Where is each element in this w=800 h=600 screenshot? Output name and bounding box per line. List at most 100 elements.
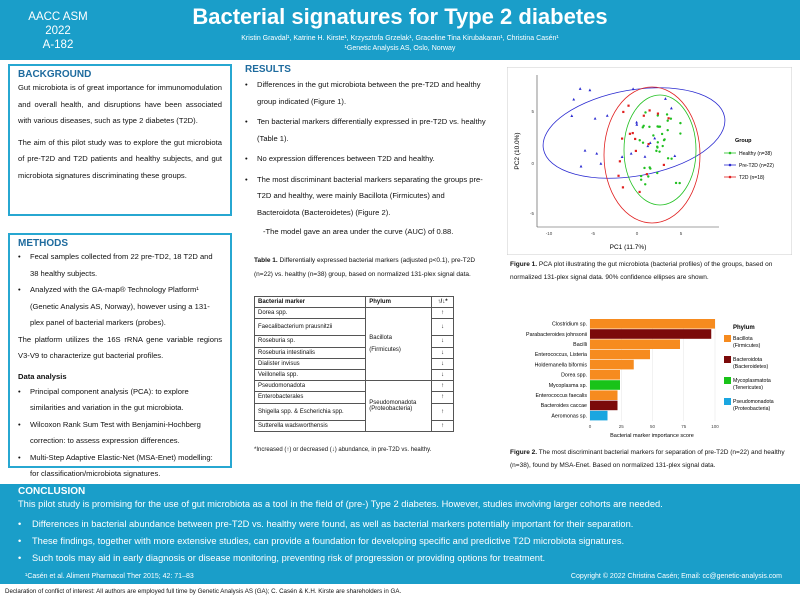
analysis-item: Wilcoxon Rank Sum Test with Benjamini-Ho…	[18, 417, 222, 450]
point-t2d	[647, 142, 650, 146]
point-t2d	[628, 132, 632, 135]
point-healthy	[674, 181, 678, 185]
category-label: Parabacteroides johnsonii	[526, 332, 587, 338]
category-label: Enterococcus faecalis	[535, 393, 587, 399]
table1-label: Table 1.	[254, 257, 278, 264]
results-section: RESULTS Differences in the gut microbiot…	[245, 64, 488, 236]
bar-parabacteroides-johnsonii	[590, 329, 712, 339]
conflict-declaration: Declaration of conflict of interest: All…	[5, 588, 402, 595]
importance-bar-chart: Clostridium sp. Parabacteroides johnsonii…	[526, 319, 774, 439]
x-tick-label: 75	[681, 424, 687, 429]
point-t2d	[645, 173, 648, 176]
point-pre-t2d	[635, 120, 639, 124]
point-healthy	[658, 150, 661, 153]
point-pre-t2d	[588, 88, 592, 92]
figure1-caption: Figure 1. PCA plot illustrating the gut …	[510, 258, 792, 284]
point-healthy	[643, 166, 646, 170]
point-t2d	[667, 117, 670, 120]
marker-cell: Dorea spp.	[253, 307, 367, 320]
results-heading: RESULTS	[245, 64, 291, 75]
point-pre-t2d	[578, 87, 582, 90]
legend-label: Pre-T2D (n=22)	[739, 163, 774, 169]
category-label: Holdemanella biformis	[535, 362, 588, 368]
point-healthy	[642, 124, 645, 127]
marker-cell: Veillonella spp.	[253, 368, 367, 382]
point-healthy	[657, 125, 660, 128]
point-pre-t2d	[646, 144, 650, 148]
methods-section: METHODS Fecal samples collected from 22 …	[8, 233, 232, 478]
footer-bar: ¹Casén et al. Aliment Pharmacol Ther 201…	[0, 570, 800, 584]
point-t2d	[656, 112, 660, 115]
methods-heading: METHODS	[18, 238, 68, 249]
platform-text: The platform utilizes the 16S rRNA gene …	[18, 334, 222, 361]
direction-cell: ↓	[431, 318, 454, 337]
x-tick-label: 0	[636, 231, 639, 236]
legend-label: Healthy (n=38)	[739, 151, 772, 157]
legend-label: Bacteroidota	[733, 357, 762, 363]
y-tick-label: 0	[531, 161, 534, 166]
bar-bacteroides-caccae	[590, 400, 618, 411]
reference: ¹Casén et al. Aliment Pharmacol Ther 201…	[25, 573, 194, 580]
y-tick-label: -5	[530, 211, 534, 216]
data-analysis-heading: Data analysis	[18, 371, 67, 381]
point-t2d	[621, 186, 625, 189]
point-healthy	[656, 171, 659, 175]
point-t2d	[642, 114, 645, 117]
point-healthy	[656, 141, 659, 144]
point-healthy	[656, 145, 659, 148]
point-pre-t2d	[595, 151, 599, 155]
table-header: Bacterial marker	[253, 295, 367, 309]
point-pre-t2d	[664, 97, 667, 100]
bar-enterococcus-listeria	[590, 349, 650, 360]
legend-label: Pseudomonadota	[733, 399, 774, 405]
conference-name: AACC ASM 2022	[28, 11, 88, 37]
legend-label: T2D (n=18)	[739, 175, 765, 181]
y-axis-label: PC2 (10.0%)	[514, 132, 521, 169]
x-tick-label: 50	[650, 424, 656, 429]
table1-caption-text: Differentially expressed bacterial marke…	[254, 257, 476, 278]
category-label: Mycoplasma sp.	[549, 383, 587, 389]
marker-cell: Pseudomonadota	[253, 380, 367, 393]
category-label: Bacilli	[573, 342, 587, 348]
point-healthy	[644, 183, 647, 186]
table1: Bacterial marker Phylum ↑/↓* Dorea spp. …	[253, 295, 454, 432]
legend-sublabel: (Tenericutes)	[733, 385, 763, 391]
category-label: Aeromonas sp.	[551, 413, 587, 419]
point-pre-t2d	[673, 154, 677, 158]
conclusion-item: Differences in bacterial abundance betwe…	[18, 516, 633, 533]
background-heading: BACKGROUND	[18, 69, 92, 80]
author-list: Kristin Gravdal¹, Katrine H. Kirste¹, Kr…	[241, 35, 559, 42]
table-row: Pseudomonadota Pseudomonadota (Proteobact…	[253, 380, 454, 432]
analysis-item: Principal component analysis (PCA): to e…	[18, 384, 222, 417]
direction-cell: ↓	[431, 368, 454, 382]
results-list: Differences in the gut microbiota betwee…	[245, 77, 488, 221]
conclusion-text: This pilot study is promising for the us…	[18, 499, 663, 509]
point-healthy	[669, 117, 673, 120]
table-row: Dialister invisus ↓	[253, 357, 454, 370]
table1-caption: Table 1. Differentially expressed bacter…	[254, 254, 479, 281]
copyright: Copyright © 2022 Christina Casén; Email:…	[570, 573, 782, 580]
ellipse-healthy	[623, 94, 697, 206]
point-healthy	[663, 138, 666, 141]
point-pre-t2d	[635, 123, 639, 126]
point-pre-t2d	[572, 97, 576, 101]
conclusion-heading: CONCLUSION	[18, 486, 86, 497]
point-pre-t2d	[579, 164, 583, 168]
marker-cell: Roseburia sp.	[253, 335, 367, 348]
point-pre-t2d	[653, 136, 657, 140]
marker-cell: Dialister invisus	[253, 357, 367, 370]
phylum-cell: Bacillota (Firmicutes)	[365, 307, 433, 382]
point-healthy	[652, 134, 655, 137]
point-pre-t2d	[620, 155, 624, 158]
figure2-caption: Figure 2. The most discriminant bacteria…	[510, 446, 792, 472]
legend-swatch	[724, 356, 731, 363]
y-tick-label: 5	[531, 109, 534, 114]
x-tick-label: -10	[546, 231, 553, 236]
legend-marker	[728, 151, 732, 155]
direction-cell: ↓	[431, 335, 454, 348]
affiliation: ¹Genetic Analysis AS, Oslo, Norway	[344, 45, 456, 52]
marker-cell: Sutterella wadsworthensis	[253, 419, 367, 432]
conference-label: AACC ASM 2022 A-182	[18, 10, 98, 52]
point-pre-t2d	[643, 155, 647, 158]
point-healthy	[670, 157, 673, 160]
